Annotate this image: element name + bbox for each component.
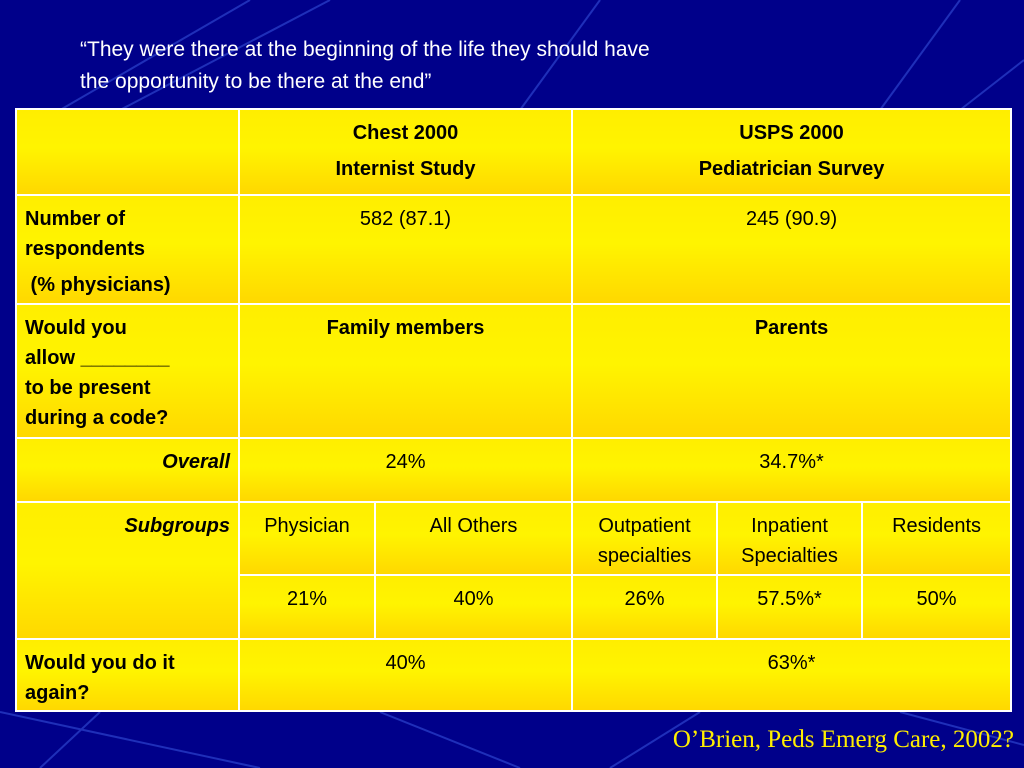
table-row: Would you allow ________ to be present d… xyxy=(15,302,1013,440)
quote: “They were there at the beginning of the… xyxy=(80,34,900,98)
allow-usps: Parents xyxy=(571,302,1013,440)
subgroup-value-inpatient: 57.5%* xyxy=(716,573,864,640)
table-row: Number of respondents (% physicians) 582… xyxy=(15,194,1013,305)
again-usps: 63%* xyxy=(571,637,1013,713)
subgroup-outpatient: Outpatient specialties xyxy=(571,501,719,576)
allow-chest: Family members xyxy=(237,302,574,440)
header-empty-cell xyxy=(15,107,240,197)
allow-label: Would you allow ________ to be present d… xyxy=(15,302,240,440)
header-chest-2000: Chest 2000 Internist Study xyxy=(237,107,574,197)
table-row: Overall 24% 34.7%* xyxy=(15,437,1013,504)
subgroup-value-residents: 50% xyxy=(861,573,1013,640)
overall-usps: 34.7%* xyxy=(571,437,1013,504)
overall-label: Overall xyxy=(15,437,240,504)
subgroups-label: Subgroups xyxy=(15,501,240,640)
subgroup-value-physician: 21% xyxy=(238,573,376,640)
again-label: Would you do it again? xyxy=(15,637,240,713)
respondents-usps: 245 (90.9) xyxy=(571,194,1013,305)
table-row: Subgroups Physician All Others Outpatien… xyxy=(15,501,1013,640)
subgroup-all-others: All Others xyxy=(373,501,574,576)
subgroup-value-outpatient: 26% xyxy=(571,573,719,640)
respondents-label: Number of respondents (% physicians) xyxy=(15,194,240,305)
overall-chest: 24% xyxy=(237,437,574,504)
quote-line-2: the opportunity to be there at the end” xyxy=(80,70,432,93)
again-chest: 40% xyxy=(237,637,574,713)
table-header-row: Chest 2000 Internist Study USPS 2000 Ped… xyxy=(15,107,1013,197)
subgroup-physician: Physician xyxy=(238,501,376,576)
subgroup-residents: Residents xyxy=(861,501,1013,576)
quote-line-1: “They were there at the beginning of the… xyxy=(80,38,650,61)
subgroup-inpatient: Inpatient Specialties xyxy=(716,501,864,576)
table-row: 21% 40% 26% 57.5%* 50% xyxy=(16,573,1013,640)
citation: O’Brien, Peds Emerg Care, 2002? xyxy=(672,726,1014,753)
respondents-chest: 582 (87.1) xyxy=(237,194,574,305)
table-row: Would you do it again? 40% 63%* xyxy=(15,637,1013,713)
comparison-table: Chest 2000 Internist Study USPS 2000 Ped… xyxy=(15,107,1013,713)
subgroup-value-all-others: 40% xyxy=(373,573,574,640)
header-usps-2000: USPS 2000 Pediatrician Survey xyxy=(571,107,1013,197)
